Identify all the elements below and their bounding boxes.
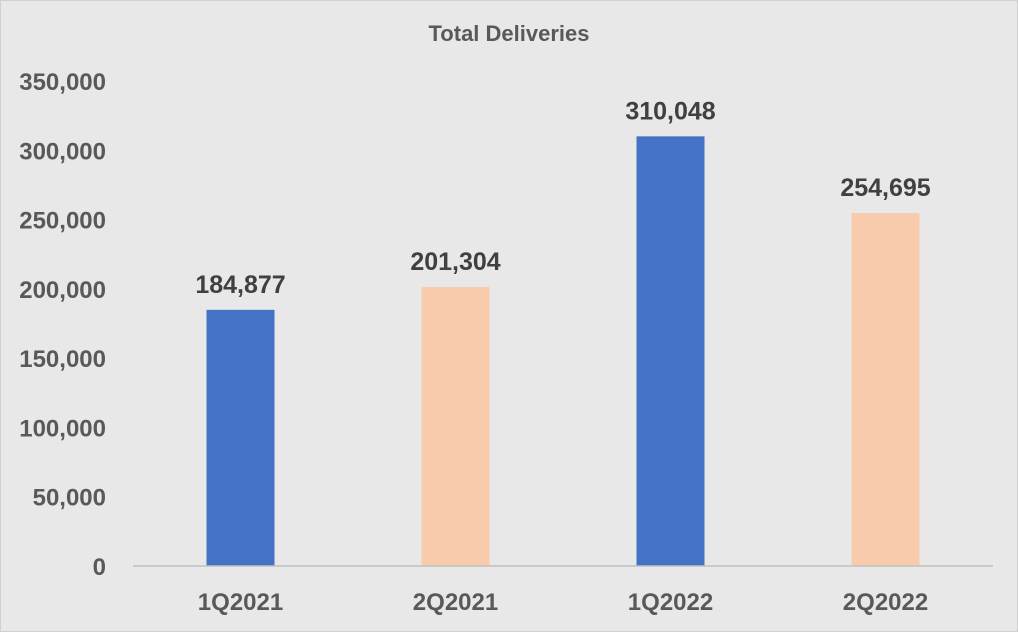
y-tick-label: 300,000 (19, 138, 106, 165)
y-tick-label: 150,000 (19, 346, 106, 373)
y-tick-label: 100,000 (19, 415, 106, 442)
data-label: 184,877 (195, 271, 285, 299)
y-tick-label: 50,000 (33, 485, 106, 512)
bar-series (206, 136, 920, 567)
bar (206, 309, 275, 566)
y-tick-label: 250,000 (19, 208, 106, 235)
x-axis: 1Q2021 2Q2021 1Q2022 2Q2022 (198, 589, 928, 616)
data-label: 254,695 (840, 174, 930, 202)
y-tick-label: 350,000 (19, 69, 106, 96)
y-tick-label: 0 (93, 554, 106, 581)
y-axis: 0 50,000 100,000 150,000 200,000 250,000 300,0… (19, 69, 106, 581)
bar (851, 213, 920, 567)
y-tick-label: 200,000 (19, 277, 106, 304)
data-labels: 184,877 201,304 310,048 254,695 (195, 97, 930, 298)
x-tick-label: 2Q2021 (413, 589, 498, 616)
bar (636, 136, 705, 566)
data-label: 310,048 (625, 97, 715, 125)
data-label: 201,304 (410, 248, 500, 276)
x-tick-label: 1Q2022 (628, 589, 713, 616)
chart-title: Total Deliveries (429, 21, 590, 46)
x-tick-label: 2Q2022 (843, 589, 928, 616)
bar (421, 287, 490, 566)
x-tick-label: 1Q2021 (198, 589, 283, 616)
